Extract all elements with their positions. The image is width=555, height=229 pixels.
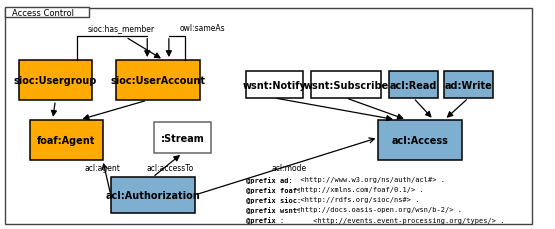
Text: sioc:Usergroup: sioc:Usergroup: [14, 76, 97, 86]
Text: :Stream: :Stream: [160, 133, 204, 143]
Text: @prefix wsnt:: @prefix wsnt:: [246, 207, 301, 213]
Text: <http://www.w3.org/ns/auth/acl#> .: <http://www.w3.org/ns/auth/acl#> .: [292, 176, 445, 182]
Text: ad:Write: ad:Write: [445, 80, 492, 90]
Text: acl:accessTo: acl:accessTo: [147, 163, 194, 172]
FancyBboxPatch shape: [311, 72, 381, 98]
FancyBboxPatch shape: [389, 72, 438, 98]
FancyBboxPatch shape: [19, 61, 92, 101]
FancyBboxPatch shape: [6, 8, 89, 18]
Text: <http://rdfs.org/sioc/ns#> .: <http://rdfs.org/sioc/ns#> .: [292, 196, 419, 202]
Text: Access Control: Access Control: [12, 9, 74, 18]
Text: <http://events.event-processing.org/types/> .: <http://events.event-processing.org/type…: [292, 217, 504, 223]
FancyBboxPatch shape: [379, 120, 462, 160]
Text: @prefix ad:: @prefix ad:: [246, 176, 292, 183]
Text: acl:Read: acl:Read: [390, 80, 437, 90]
Text: sioc:UserAccount: sioc:UserAccount: [110, 76, 205, 86]
Text: wsnt:Notify: wsnt:Notify: [243, 80, 306, 90]
Text: acl:Access: acl:Access: [392, 135, 448, 145]
FancyBboxPatch shape: [6, 9, 532, 224]
Text: <http://docs.oasis-open.org/wsn/b-2/> .: <http://docs.oasis-open.org/wsn/b-2/> .: [292, 207, 462, 213]
FancyBboxPatch shape: [246, 72, 302, 98]
FancyBboxPatch shape: [111, 177, 195, 213]
FancyBboxPatch shape: [154, 123, 211, 153]
FancyBboxPatch shape: [444, 72, 493, 98]
Text: <http://xmlns.com/foaf/0.1/> .: <http://xmlns.com/foaf/0.1/> .: [292, 186, 423, 192]
Text: foaf:Agent: foaf:Agent: [37, 135, 95, 145]
Text: @prefix sioc:: @prefix sioc:: [246, 196, 301, 203]
Text: wsnt:Subscribe: wsnt:Subscribe: [303, 80, 388, 90]
Text: acl:mode: acl:mode: [271, 163, 307, 172]
Text: acl:agent: acl:agent: [85, 163, 120, 172]
Text: owl:sameAs: owl:sameAs: [180, 24, 225, 33]
Text: acl:Authorization: acl:Authorization: [105, 190, 200, 200]
Text: @prefix :: @prefix :: [246, 217, 284, 224]
Text: sioc:has_member: sioc:has_member: [88, 24, 155, 33]
FancyBboxPatch shape: [30, 120, 103, 160]
Text: @prefix foaf:: @prefix foaf:: [246, 186, 301, 193]
FancyBboxPatch shape: [116, 61, 200, 101]
